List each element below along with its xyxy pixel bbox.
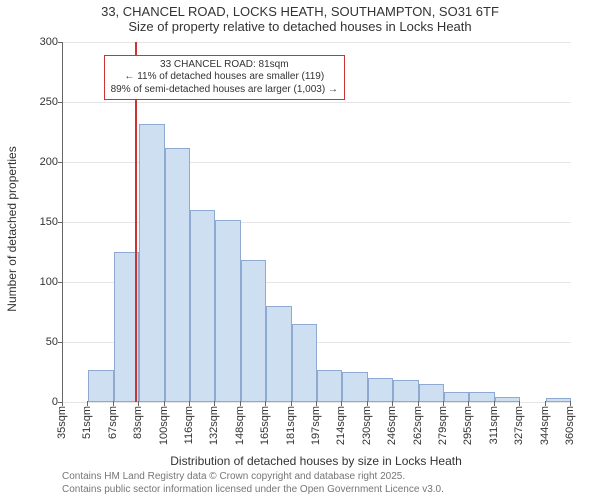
x-tick-label: 51sqm — [81, 406, 93, 439]
histogram-bar — [190, 210, 215, 402]
annotation-box: 33 CHANCEL ROAD: 81sqm← 11% of detached … — [104, 55, 345, 101]
y-tick-mark — [58, 282, 63, 283]
histogram-bar — [469, 392, 494, 402]
histogram-bar — [266, 306, 291, 402]
y-axis-title: Number of detached properties — [5, 49, 19, 409]
y-tick-label: 250 — [40, 96, 58, 108]
chart-root: 33, CHANCEL ROAD, LOCKS HEATH, SOUTHAMPT… — [0, 0, 600, 500]
x-tick-label: 116sqm — [183, 406, 195, 444]
x-tick-label: 83sqm — [132, 406, 144, 439]
x-tick-label: 132sqm — [208, 406, 220, 445]
gridline — [63, 42, 571, 43]
histogram-bar — [368, 378, 393, 402]
x-tick-label: 197sqm — [310, 406, 322, 445]
y-tick-mark — [58, 222, 63, 223]
x-tick-label: 100sqm — [158, 406, 170, 445]
x-tick-label: 67sqm — [107, 406, 119, 439]
histogram-bar — [317, 370, 342, 402]
y-tick-mark — [58, 42, 63, 43]
histogram-bar — [292, 324, 317, 402]
y-tick-label: 150 — [40, 216, 58, 228]
attribution-line-1: Contains HM Land Registry data © Crown c… — [62, 470, 444, 483]
x-tick-label: 262sqm — [412, 406, 424, 445]
x-tick-label: 295sqm — [462, 406, 474, 445]
x-tick-label: 214sqm — [335, 406, 347, 445]
x-tick-label: 246sqm — [386, 406, 398, 445]
attribution-line-2: Contains public sector information licen… — [62, 483, 444, 496]
y-tick-label: 300 — [40, 36, 58, 48]
plot-area: 33 CHANCEL ROAD: 81sqm← 11% of detached … — [62, 42, 571, 403]
y-tick-label: 50 — [46, 336, 58, 348]
x-tick-label: 181sqm — [285, 406, 297, 445]
x-tick-label: 327sqm — [513, 406, 525, 445]
annotation-line: 89% of semi-detached houses are larger (… — [111, 84, 338, 97]
x-tick-label: 344sqm — [539, 406, 551, 445]
attribution: Contains HM Land Registry data © Crown c… — [62, 470, 444, 496]
x-tick-label: 35sqm — [56, 406, 68, 439]
x-tick-label: 279sqm — [437, 406, 449, 445]
histogram-bar — [165, 148, 190, 402]
y-tick-mark — [58, 162, 63, 163]
y-tick-mark — [58, 342, 63, 343]
histogram-bar — [215, 220, 240, 402]
chart-title: 33, CHANCEL ROAD, LOCKS HEATH, SOUTHAMPT… — [0, 4, 600, 34]
x-axis: 35sqm51sqm67sqm83sqm100sqm116sqm132sqm14… — [62, 402, 570, 452]
histogram-bar — [241, 260, 266, 402]
histogram-bar — [444, 392, 469, 402]
x-tick-label: 148sqm — [234, 406, 246, 445]
title-line-1: 33, CHANCEL ROAD, LOCKS HEATH, SOUTHAMPT… — [0, 4, 600, 19]
annotation-line: ← 11% of detached houses are smaller (11… — [111, 71, 338, 84]
x-tick-label: 360sqm — [564, 406, 576, 445]
x-tick-label: 230sqm — [361, 406, 373, 445]
histogram-bar — [139, 124, 164, 402]
histogram-bar — [88, 370, 113, 402]
x-tick-label: 165sqm — [259, 406, 271, 445]
annotation-line: 33 CHANCEL ROAD: 81sqm — [111, 59, 338, 72]
y-tick-label: 100 — [40, 276, 58, 288]
x-axis-title: Distribution of detached houses by size … — [62, 454, 570, 468]
title-line-2: Size of property relative to detached ho… — [0, 19, 600, 34]
y-tick-mark — [58, 102, 63, 103]
histogram-bar — [419, 384, 444, 402]
y-tick-label: 200 — [40, 156, 58, 168]
histogram-bar — [342, 372, 367, 402]
histogram-bar — [393, 380, 418, 402]
gridline — [63, 102, 571, 103]
x-tick-label: 311sqm — [488, 406, 500, 444]
